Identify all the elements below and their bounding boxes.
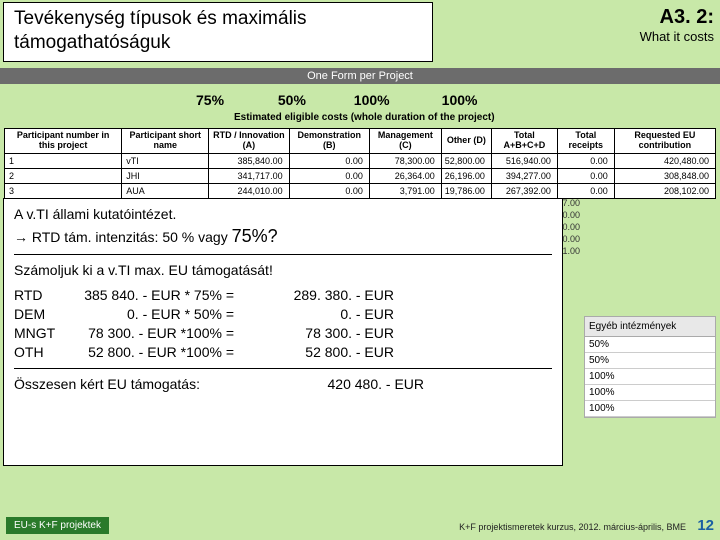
table-cell: 26,196.00 — [441, 168, 491, 183]
table-cell: 308,848.00 — [614, 168, 715, 183]
calc-row: RTD385 840. - EUR * 75% =289. 380. - EUR — [14, 286, 552, 305]
calc-row: DEM0. - EUR * 50% =0. - EUR — [14, 305, 552, 324]
oneform-banner: One Form per Project — [0, 68, 720, 84]
table-header-row: Participant number in this project Parti… — [5, 129, 716, 154]
table-cell: 385,840.00 — [209, 153, 289, 168]
header-code: A3. 2: — [640, 6, 714, 29]
estimated-label: Estimated eligible costs (whole duration… — [234, 112, 495, 123]
table-cell: 208,102.00 — [614, 183, 715, 198]
title-text: Tevékenység típusok és maximális támogat… — [14, 8, 307, 53]
divider — [14, 254, 552, 255]
th-8: Requested EU contribution — [614, 129, 715, 154]
sidebox-row: 50% — [585, 353, 715, 369]
total-label: Összesen kért EU támogatás: — [14, 375, 264, 394]
calc-result: 289. 380. - EUR — [234, 286, 394, 305]
th-4: Management (C) — [369, 129, 441, 154]
pct-1: 75% — [196, 92, 274, 108]
table-row: 1vTI385,840.000.0078,300.0052,800.00516,… — [5, 153, 716, 168]
calc-result: 52 800. - EUR — [234, 343, 394, 362]
table-cell: 394,277.00 — [491, 168, 557, 183]
table-row: 2JHI341,717.000.0026,364.0026,196.00394,… — [5, 168, 716, 183]
pct-4: 100% — [442, 92, 502, 108]
calc-label: MNGT — [14, 324, 74, 343]
page-number: 12 — [697, 517, 714, 534]
pct-3: 100% — [354, 92, 438, 108]
calc-amount: 78 300. - EUR *100% = — [74, 324, 234, 343]
sidebox: Egyéb intézmények 50% 50% 100% 100% 100% — [584, 316, 716, 418]
overlay-line2a: → RTD tám. intenzitás: 50 % vagy — [14, 229, 232, 245]
overlay-line3: Számoljuk ki a v.TI max. EU támogatását! — [14, 261, 552, 280]
overlay-line2b: 75%? — [232, 226, 278, 246]
th-3: Demonstration (B) — [289, 129, 369, 154]
table-cell: 2 — [5, 168, 122, 183]
table-cell: AUA — [122, 183, 209, 198]
pct-2: 50% — [278, 92, 350, 108]
table-cell: 516,940.00 — [491, 153, 557, 168]
table-cell: 0.00 — [557, 153, 614, 168]
th-0: Participant number in this project — [5, 129, 122, 154]
table-cell: 19,786.00 — [441, 183, 491, 198]
table-cell: 78,300.00 — [369, 153, 441, 168]
table-cell: 0.00 — [557, 183, 614, 198]
calc-amount: 52 800. - EUR *100% = — [74, 343, 234, 362]
title-box: Tevékenység típusok és maximális támogat… — [3, 2, 433, 62]
calc-row: OTH52 800. - EUR *100% =52 800. - EUR — [14, 343, 552, 362]
calc-row: MNGT78 300. - EUR *100% =78 300. - EUR — [14, 324, 552, 343]
table-cell: 244,010.00 — [209, 183, 289, 198]
table-cell: 0.00 — [289, 168, 369, 183]
table-cell: 3 — [5, 183, 122, 198]
th-1: Participant short name — [122, 129, 209, 154]
header-right: A3. 2: What it costs — [640, 6, 714, 44]
sidebox-row: 100% — [585, 401, 715, 417]
table-cell: 0.00 — [289, 183, 369, 198]
calc-amount: 0. - EUR * 50% = — [74, 305, 234, 324]
header-what: What it costs — [640, 29, 714, 44]
th-6: Total A+B+C+D — [491, 129, 557, 154]
sidebox-row: 100% — [585, 385, 715, 401]
calc-amount: 385 840. - EUR * 75% = — [74, 286, 234, 305]
divider — [14, 368, 552, 369]
calc-result: 0. - EUR — [234, 305, 394, 324]
table-row: 3AUA244,010.000.003,791.0019,786.00267,3… — [5, 183, 716, 198]
table-cell: 3,791.00 — [369, 183, 441, 198]
table-cell: 341,717.00 — [209, 168, 289, 183]
calc-label: OTH — [14, 343, 74, 362]
calculation-overlay: A v.TI állami kutatóintézet. → RTD tám. … — [3, 198, 563, 466]
table-cell: vTI — [122, 153, 209, 168]
table-cell: 267,392.00 — [491, 183, 557, 198]
total-row: Összesen kért EU támogatás: 420 480. - E… — [14, 375, 552, 394]
sidebox-row: 100% — [585, 369, 715, 385]
percent-row: 75% 50% 100% 100% — [196, 92, 502, 108]
table-cell: 52,800.00 — [441, 153, 491, 168]
th-7: Total receipts — [557, 129, 614, 154]
footer-left: EU-s K+F projektek — [6, 517, 109, 534]
calc-label: DEM — [14, 305, 74, 324]
table-cell: 26,364.00 — [369, 168, 441, 183]
table-cell: 420,480.00 — [614, 153, 715, 168]
table-cell: 1 — [5, 153, 122, 168]
th-2: RTD / Innovation (A) — [209, 129, 289, 154]
table-cell: JHI — [122, 168, 209, 183]
overlay-line2: → RTD tám. intenzitás: 50 % vagy 75%? — [14, 224, 552, 248]
calc-result: 78 300. - EUR — [234, 324, 394, 343]
footer-right: K+F projektismeretek kurzus, 2012. márci… — [459, 522, 686, 532]
table-cell: 0.00 — [557, 168, 614, 183]
sidebox-row: 50% — [585, 337, 715, 353]
overlay-line1: A v.TI állami kutatóintézet. — [14, 205, 552, 224]
cost-table: Participant number in this project Parti… — [4, 128, 716, 199]
total-amount: 420 480. - EUR — [264, 375, 424, 394]
table-cell: 0.00 — [289, 153, 369, 168]
sidebox-header: Egyéb intézmények — [585, 317, 715, 337]
calc-label: RTD — [14, 286, 74, 305]
th-5: Other (D) — [441, 129, 491, 154]
